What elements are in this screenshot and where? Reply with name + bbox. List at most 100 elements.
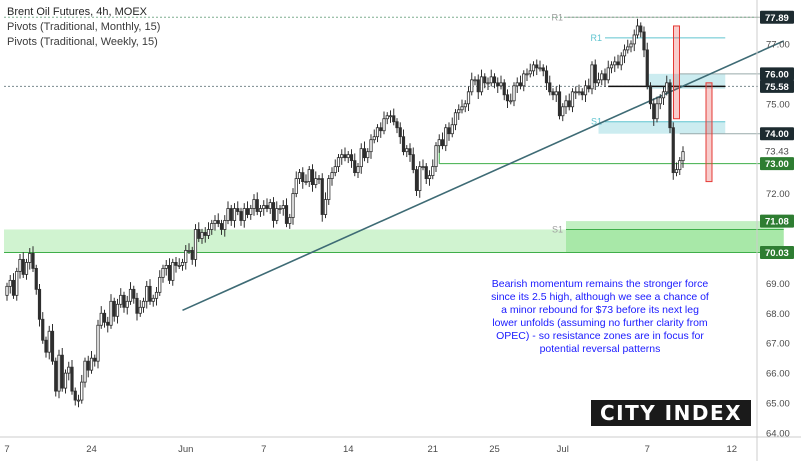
candle	[674, 169, 679, 174]
price-tag-label: 76.00	[765, 69, 789, 80]
candle	[138, 306, 142, 314]
candle	[167, 264, 172, 281]
candle	[658, 97, 662, 105]
candle	[216, 220, 220, 224]
candle	[483, 76, 487, 84]
candle	[405, 148, 409, 153]
candle	[268, 202, 272, 209]
candle	[223, 220, 227, 230]
note-line: OPEC) - so resistance zones are in focus…	[496, 330, 704, 342]
candle	[408, 148, 412, 156]
candle	[372, 136, 376, 141]
candle	[37, 288, 42, 320]
candle	[603, 73, 607, 81]
candle	[73, 390, 77, 401]
candle	[629, 43, 633, 48]
candle	[622, 49, 627, 57]
candle	[665, 82, 669, 93]
candle	[561, 106, 565, 117]
candle	[177, 264, 181, 267]
y-tick-label: 69.00	[766, 279, 790, 290]
pivot-zone	[598, 121, 726, 134]
candle	[583, 85, 588, 96]
candle	[450, 124, 454, 135]
candle	[437, 139, 441, 147]
candle	[505, 94, 510, 102]
x-tick-label: 7	[4, 444, 9, 455]
candle	[645, 49, 649, 87]
candle	[336, 157, 341, 168]
candle	[502, 82, 506, 96]
candle	[424, 166, 428, 180]
x-tick-label: 7	[261, 444, 266, 455]
candle	[226, 208, 230, 221]
price-tag-label: 77.89	[765, 13, 789, 24]
candle	[401, 136, 406, 153]
candle	[320, 178, 324, 215]
candle	[63, 372, 68, 389]
candle	[317, 178, 321, 181]
price-tag-label: 73.43	[765, 146, 789, 157]
candle	[466, 91, 471, 105]
candle	[200, 232, 204, 239]
candle	[297, 172, 302, 180]
candle	[522, 73, 526, 87]
candle	[470, 79, 474, 93]
candle	[106, 321, 110, 326]
candle	[242, 208, 246, 221]
candle	[362, 148, 367, 159]
candle	[184, 250, 188, 263]
candle	[252, 199, 256, 209]
candle	[206, 229, 211, 236]
candle	[5, 285, 9, 296]
candle	[515, 82, 519, 87]
candle	[492, 76, 497, 84]
y-tick-label: 68.00	[766, 309, 790, 320]
candle	[531, 64, 536, 72]
candle	[418, 166, 422, 191]
candle	[440, 139, 445, 147]
candle	[80, 381, 84, 401]
candle	[8, 279, 12, 287]
candle	[96, 324, 100, 362]
analysis-note: Bearish momentum remains the stronger fo…	[470, 278, 730, 356]
candle	[642, 31, 646, 51]
candle	[411, 154, 415, 171]
price-tag	[760, 214, 794, 228]
x-tick-label: 21	[427, 444, 438, 455]
candle	[11, 279, 16, 296]
price-tag	[760, 127, 794, 141]
x-tick-label: Jul	[557, 444, 569, 455]
candle	[89, 357, 94, 371]
candle	[60, 354, 64, 389]
candle	[132, 288, 136, 299]
note-line: since its 2.5 high, although we see a ch…	[491, 291, 709, 303]
candle	[392, 115, 396, 123]
candle	[518, 82, 523, 87]
candle	[122, 294, 126, 308]
candle	[590, 64, 594, 90]
candle	[528, 70, 532, 75]
candle	[262, 205, 266, 209]
candle	[93, 357, 97, 362]
pivot-label: S1	[591, 117, 602, 127]
price-tag	[760, 67, 794, 81]
candle	[385, 115, 389, 120]
candle	[551, 91, 555, 96]
candle	[141, 300, 146, 308]
candle	[574, 91, 578, 94]
y-tick-label: 67.00	[766, 339, 790, 350]
candle	[447, 127, 451, 135]
candle	[83, 360, 87, 383]
candle	[44, 339, 48, 353]
candle	[236, 208, 240, 212]
candle	[145, 285, 149, 302]
candle	[102, 312, 107, 323]
selloff-highlight	[673, 25, 680, 120]
candle	[135, 297, 139, 314]
note-line: lower unfolds (assuming no further clari…	[492, 317, 708, 329]
candle	[125, 300, 129, 308]
candle	[369, 139, 373, 153]
candle	[544, 70, 549, 84]
